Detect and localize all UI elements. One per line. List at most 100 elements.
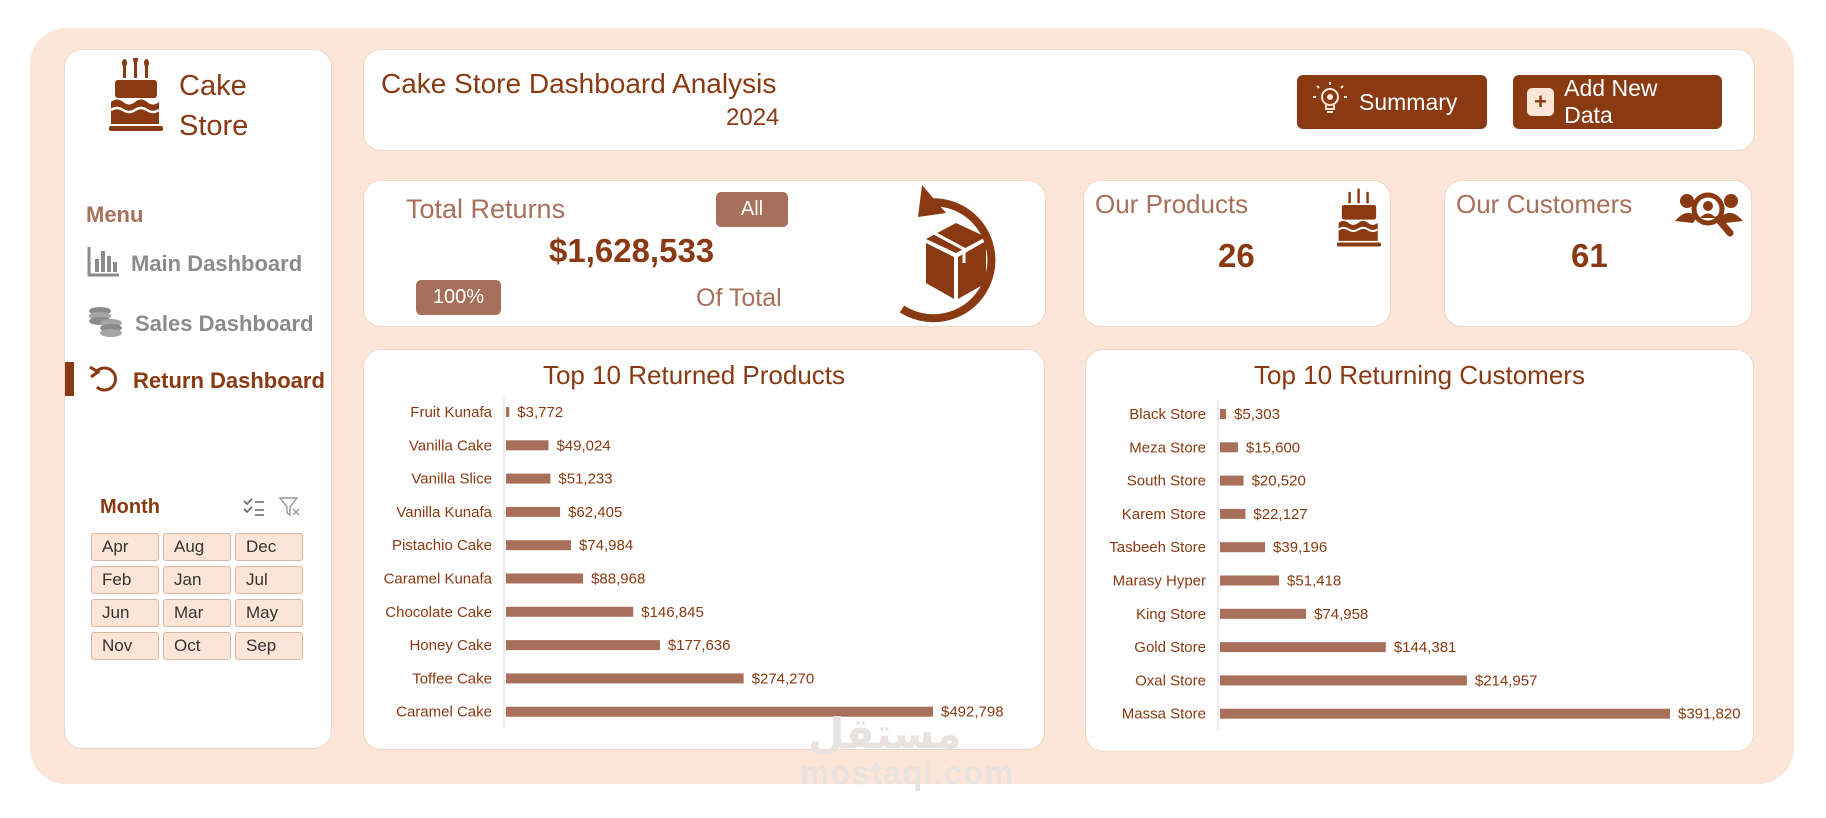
cake-icon <box>1336 187 1382 254</box>
category-label: South Store <box>1127 473 1206 490</box>
bar <box>1220 542 1266 553</box>
brand-line-2: Store <box>179 110 249 142</box>
data-label: $3,772 <box>517 404 563 421</box>
bar <box>506 640 660 651</box>
data-label: $274,270 <box>752 670 815 687</box>
data-label: $177,636 <box>668 637 731 654</box>
active-indicator <box>65 362 74 396</box>
month-sep[interactable]: Sep <box>235 632 303 660</box>
menu-item-main-dashboard[interactable]: Main Dashboard <box>87 245 302 283</box>
data-label: $20,520 <box>1252 473 1306 490</box>
month-jul[interactable]: Jul <box>235 566 303 594</box>
data-label: $492,798 <box>941 704 1004 721</box>
month-apr[interactable]: Apr <box>91 533 159 561</box>
slicer-controls <box>243 497 301 522</box>
month-slicer: Apr Aug Dec Feb Jan Jul Jun Mar May Nov … <box>91 533 303 660</box>
our-products-label: Our Products <box>1095 189 1249 219</box>
category-label: Marasy Hyper <box>1113 573 1206 590</box>
month-dec[interactable]: Dec <box>235 533 303 561</box>
bar <box>1220 409 1227 419</box>
data-label: $51,418 <box>1287 573 1341 590</box>
add-new-data-button[interactable]: + Add New Data <box>1513 75 1722 129</box>
bar <box>506 606 634 617</box>
month-nov[interactable]: Nov <box>91 632 159 660</box>
bar <box>1220 642 1386 653</box>
menu-title: Menu <box>86 202 144 227</box>
category-label: Vanilla Slice <box>411 471 492 488</box>
summary-label: Summary <box>1359 88 1458 115</box>
bar <box>1220 708 1670 719</box>
category-label: Caramel Kunafa <box>384 571 493 588</box>
returned-products-chart-card: Top 10 Returned Products Fruit Kunafa $3,… <box>363 349 1045 750</box>
category-label: Pistachio Cake <box>392 537 492 554</box>
bar <box>1220 475 1244 486</box>
bar <box>506 473 551 484</box>
month-oct[interactable]: Oct <box>163 632 231 660</box>
menu-item-label: Main Dashboard <box>131 251 303 276</box>
category-label: Tasbeeh Store <box>1109 539 1206 556</box>
data-label: $144,381 <box>1394 639 1457 656</box>
bar <box>1220 442 1238 453</box>
watermark-latin: mostaql.com <box>800 754 1015 791</box>
total-returns-label: Total Returns <box>406 194 566 224</box>
data-label: $146,845 <box>641 604 704 621</box>
bar <box>506 540 571 551</box>
plus-icon: + <box>1527 88 1555 116</box>
of-total-label: Of Total <box>696 284 782 312</box>
category-label: King Store <box>1136 606 1206 623</box>
menu-item-label: Return Dashboard <box>133 368 325 393</box>
menu-item-return-dashboard[interactable]: Return Dashboard <box>87 363 325 399</box>
bar <box>506 573 584 584</box>
data-label: $62,405 <box>568 504 622 521</box>
data-label: $74,984 <box>579 537 633 554</box>
page-year: 2024 <box>726 104 780 131</box>
category-label: Fruit Kunafa <box>410 404 492 421</box>
return-arrow-icon <box>87 363 123 399</box>
page-title: Cake Store Dashboard Analysis <box>381 68 777 99</box>
month-slicer-title: Month <box>100 496 160 518</box>
returning-customers-chart-card: Top 10 Returning Customers Black Store $5… <box>1085 349 1754 752</box>
our-products-value: 26 <box>1218 237 1255 274</box>
bar <box>506 440 549 451</box>
month-feb[interactable]: Feb <box>91 566 159 594</box>
our-customers-label: Our Customers <box>1456 189 1633 219</box>
bar <box>1220 675 1467 686</box>
brand-line-1: Cake <box>179 70 247 102</box>
lightbulb-icon <box>1311 80 1349 124</box>
data-label: $88,968 <box>591 571 645 588</box>
category-label: Caramel Cake <box>396 704 492 721</box>
category-label: Gold Store <box>1134 639 1206 656</box>
month-aug[interactable]: Aug <box>163 533 231 561</box>
data-label: $22,127 <box>1253 506 1307 523</box>
returns-percent-badge: 100% <box>416 280 501 315</box>
multi-select-icon[interactable] <box>243 497 265 522</box>
total-returns-value: $1,628,533 <box>549 232 715 269</box>
bar <box>506 706 933 717</box>
summary-button[interactable]: Summary <box>1297 75 1487 129</box>
sidebar: Cake Store Menu Main Dashboard Sales Das… <box>64 49 332 749</box>
category-label: Oxal Store <box>1135 672 1206 689</box>
month-may[interactable]: May <box>235 599 303 627</box>
clear-filter-icon[interactable] <box>278 497 301 522</box>
chart-title: Top 10 Returned Products <box>542 360 846 390</box>
our-products-card: Our Products 26 <box>1083 180 1391 327</box>
category-label: Chocolate Cake <box>385 604 492 621</box>
returning-customers-chart: Black Store $5,303 Meza Store $15,600 South … <box>1109 400 1741 730</box>
watermark-arabic: مستقل <box>808 710 962 757</box>
chart-title: Top 10 Returning Customers <box>1254 360 1585 390</box>
category-label: Meza Store <box>1129 439 1206 456</box>
watermark: مستقل mostaql.com <box>800 712 1015 792</box>
returned-products-chart: Fruit Kunafa $3,772 Vanilla Cake $49,024 Van… <box>384 398 1004 728</box>
menu-item-sales-dashboard[interactable]: Sales Dashboard <box>87 305 314 343</box>
data-label: $391,820 <box>1678 706 1741 723</box>
month-jan[interactable]: Jan <box>163 566 231 594</box>
customer-search-icon <box>1675 189 1743 244</box>
data-label: $51,233 <box>558 471 612 488</box>
month-mar[interactable]: Mar <box>163 599 231 627</box>
total-returns-card: Total Returns All $1,628,533 100% Of Tot… <box>363 180 1046 327</box>
data-label: $15,600 <box>1246 439 1300 456</box>
returns-filter-badge[interactable]: All <box>716 192 788 227</box>
brand-name: Cake Store <box>179 66 248 146</box>
add-new-data-label: Add New Data <box>1564 75 1658 128</box>
month-jun[interactable]: Jun <box>91 599 159 627</box>
